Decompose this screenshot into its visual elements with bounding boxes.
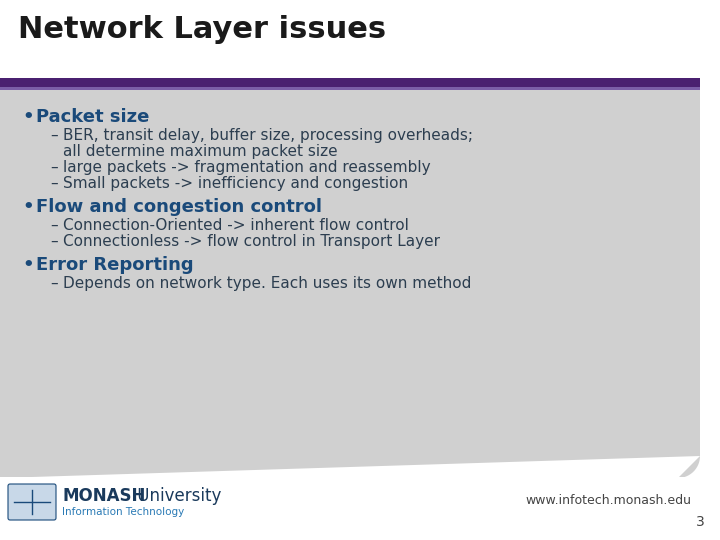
Text: BER, transit delay, buffer size, processing overheads;: BER, transit delay, buffer size, process… (63, 128, 473, 143)
Text: –: – (50, 234, 58, 249)
FancyBboxPatch shape (0, 0, 720, 85)
Text: –: – (50, 160, 58, 175)
Text: all determine maximum packet size: all determine maximum packet size (63, 144, 338, 159)
Bar (0, 87, 700, 91)
Text: MONASH: MONASH (62, 487, 145, 505)
Bar (0, 78, 700, 87)
Text: •: • (22, 198, 34, 216)
Text: Small packets -> inefficiency and congestion: Small packets -> inefficiency and conges… (63, 176, 408, 191)
Text: Packet size: Packet size (36, 108, 149, 126)
Text: •: • (22, 108, 34, 126)
Text: Flow and congestion control: Flow and congestion control (36, 198, 322, 216)
Text: Depends on network type. Each uses its own method: Depends on network type. Each uses its o… (63, 276, 472, 291)
Text: –: – (50, 276, 58, 291)
Text: –: – (50, 128, 58, 143)
Text: Information Technology: Information Technology (62, 507, 184, 517)
Text: –: – (50, 218, 58, 233)
Text: 3: 3 (696, 515, 705, 529)
Text: Connection-Oriented -> inherent flow control: Connection-Oriented -> inherent flow con… (63, 218, 409, 233)
Text: large packets -> fragmentation and reassembly: large packets -> fragmentation and reass… (63, 160, 431, 175)
Text: –: – (50, 176, 58, 191)
Bar (0, 477, 720, 540)
Text: Error Reporting: Error Reporting (36, 256, 194, 274)
Text: Network Layer issues: Network Layer issues (18, 15, 386, 44)
FancyBboxPatch shape (8, 484, 56, 520)
Text: •: • (22, 256, 34, 274)
Text: University: University (132, 487, 221, 505)
Text: Connectionless -> flow control in Transport Layer: Connectionless -> flow control in Transp… (63, 234, 440, 249)
Polygon shape (0, 90, 700, 478)
Text: www.infotech.monash.edu: www.infotech.monash.edu (525, 494, 691, 507)
